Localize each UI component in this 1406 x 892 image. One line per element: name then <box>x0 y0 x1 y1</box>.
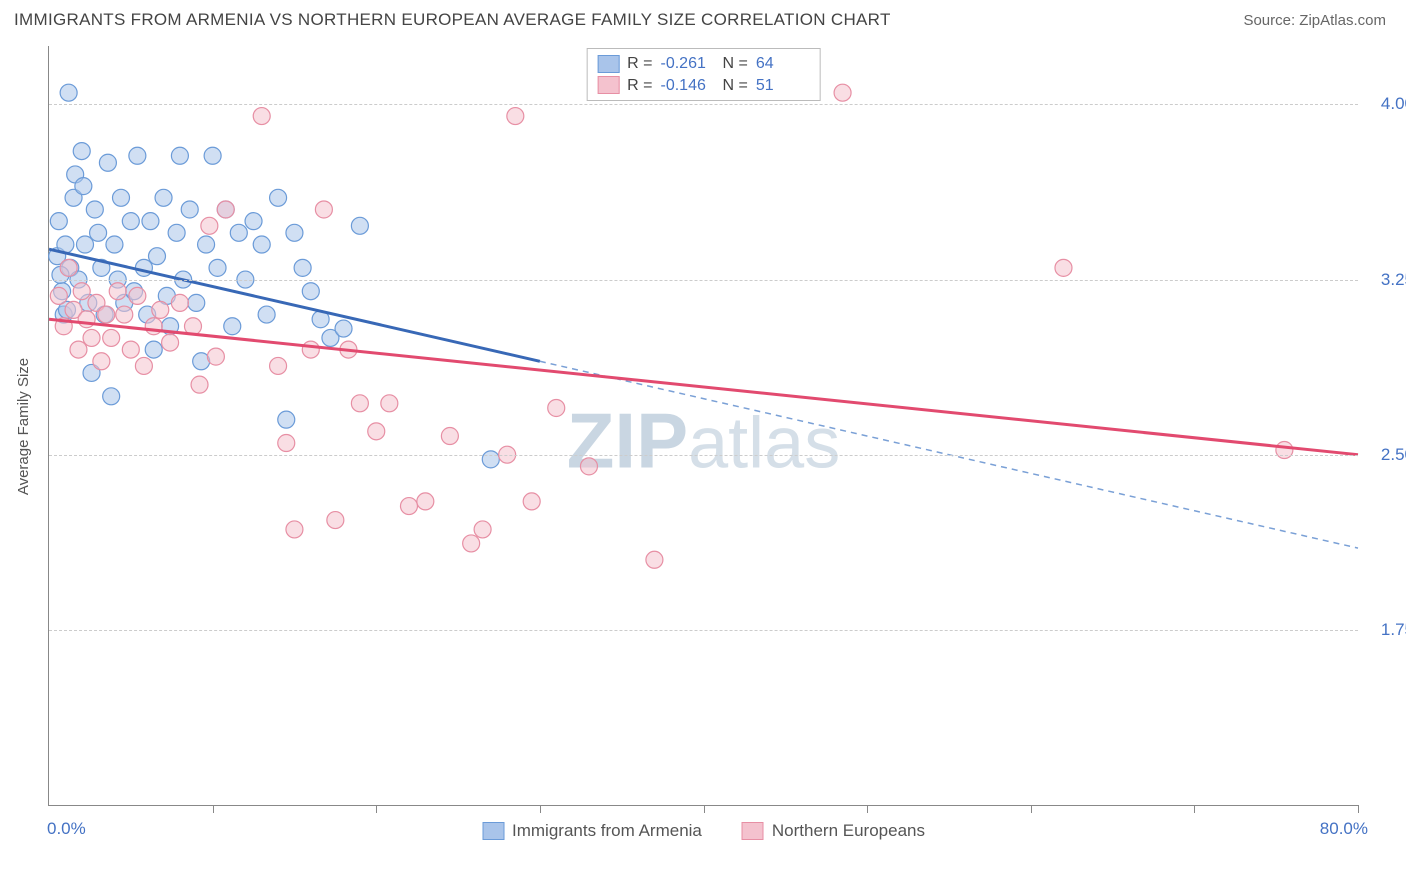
x-axis-max-label: 80.0% <box>1320 819 1368 839</box>
r-value-northern-eu: -0.146 <box>661 75 715 97</box>
r-label: R = <box>627 75 652 97</box>
legend-swatch-northern-eu <box>597 76 619 94</box>
chart-plot-area: ZIPatlas R = -0.261 N = 64 R = -0.146 N … <box>48 46 1358 806</box>
legend-label-armenia: Immigrants from Armenia <box>512 821 702 841</box>
n-value-armenia: 64 <box>756 53 810 75</box>
legend-stats: R = -0.261 N = 64 R = -0.146 N = 51 <box>586 48 821 101</box>
legend-label-northern-eu: Northern Europeans <box>772 821 925 841</box>
y-tick-label: 1.75 <box>1381 620 1406 640</box>
legend-item-armenia: Immigrants from Armenia <box>482 821 702 841</box>
legend-item-northern-eu: Northern Europeans <box>742 821 925 841</box>
y-tick-label: 4.00 <box>1381 94 1406 114</box>
x-axis-min-label: 0.0% <box>47 819 86 839</box>
r-label: R = <box>627 53 652 75</box>
legend-series: Immigrants from Armenia Northern Europea… <box>482 821 925 841</box>
legend-stats-row: R = -0.261 N = 64 <box>597 53 810 75</box>
source-attribution: Source: ZipAtlas.com <box>1243 12 1386 29</box>
n-label: N = <box>723 53 748 75</box>
y-tick-label: 2.50 <box>1381 445 1406 465</box>
legend-swatch-armenia <box>597 55 619 73</box>
legend-swatch-armenia <box>482 822 504 840</box>
y-tick-label: 3.25 <box>1381 270 1406 290</box>
scatter-svg <box>49 46 1358 805</box>
chart-title: IMMIGRANTS FROM ARMENIA VS NORTHERN EURO… <box>14 10 891 30</box>
r-value-armenia: -0.261 <box>661 53 715 75</box>
y-axis-label: Average Family Size <box>16 357 33 494</box>
n-label: N = <box>723 75 748 97</box>
n-value-northern-eu: 51 <box>756 75 810 97</box>
legend-stats-row: R = -0.146 N = 51 <box>597 75 810 97</box>
legend-swatch-northern-eu <box>742 822 764 840</box>
